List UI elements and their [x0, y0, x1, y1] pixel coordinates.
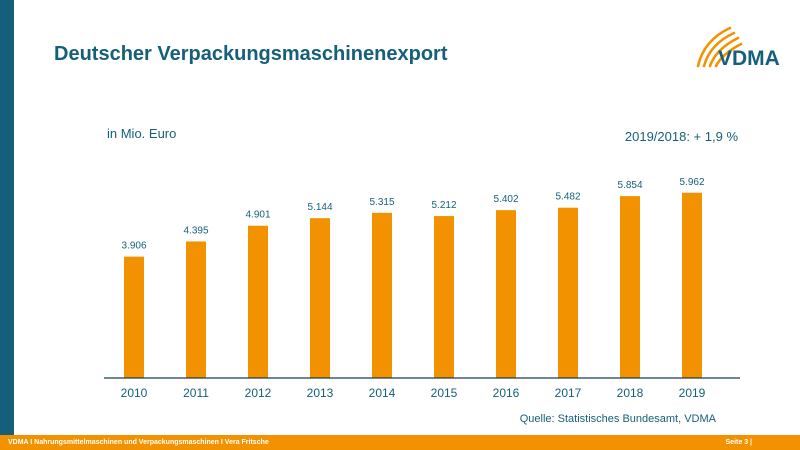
x-tick-2011: 2011 — [183, 386, 209, 400]
x-tick-2015: 2015 — [431, 386, 458, 400]
bar-2016 — [496, 210, 516, 378]
data-label-2019: 5.962 — [679, 177, 704, 188]
bar-2010 — [124, 256, 144, 378]
bar-2017 — [558, 207, 578, 378]
data-label-2011: 4.395 — [183, 225, 208, 236]
logo-arc — [696, 26, 732, 68]
logo-arc — [714, 42, 743, 68]
data-label-2010: 3.906 — [121, 241, 146, 252]
data-label-2018: 5.854 — [617, 180, 642, 191]
data-label-2017: 5.482 — [555, 192, 580, 203]
data-label-2016: 5.402 — [493, 194, 518, 205]
source-note: Quelle: Statistisches Bundesamt, VDMA — [519, 413, 716, 425]
logo-arc — [708, 36, 740, 68]
data-label-2014: 5.315 — [369, 197, 394, 208]
x-tick-2010: 2010 — [121, 386, 148, 400]
x-tick-2017: 2017 — [555, 386, 582, 400]
side-accent-bar — [0, 0, 14, 435]
bar-chart: 3.906 4.395 4.901 5.144 5.315 5.212 5.402 5.482… — [104, 177, 740, 400]
bar-2011 — [186, 241, 206, 378]
x-tick-2013: 2013 — [307, 386, 334, 400]
x-tick-2012: 2012 — [245, 386, 272, 400]
page-number: Seite 3 | — [725, 439, 752, 446]
bar-2014 — [372, 212, 392, 378]
x-tick-2018: 2018 — [617, 386, 644, 400]
data-label-2013: 5.144 — [307, 202, 332, 213]
unit-label: in Mio. Euro — [107, 126, 177, 141]
bar-2015 — [434, 216, 454, 378]
data-label-2015: 5.212 — [431, 200, 456, 211]
ticks-group: 2010 2011 2012 2013 2014 2015 2016 2017 2018 2019 — [121, 386, 706, 400]
vdma-logo-text: VDMA — [718, 47, 780, 70]
labels-group: 3.906 4.395 4.901 5.144 5.315 5.212 5.402 5.482… — [121, 177, 704, 252]
page-title: Deutscher Verpackungsmaschinenexport — [54, 43, 448, 65]
footer-bar: VDMA I Nahrungsmittelmaschinen und Verpa… — [0, 435, 800, 450]
bar-2012 — [248, 225, 268, 378]
logo-arc — [702, 31, 736, 68]
bars-group — [124, 192, 702, 378]
x-tick-2016: 2016 — [493, 386, 520, 400]
bar-2018 — [620, 196, 640, 378]
vdma-logo: VDMA — [696, 26, 780, 70]
change-label: 2019/2018: + 1,9 % — [624, 129, 738, 144]
bar-2013 — [310, 218, 330, 378]
data-label-2012: 4.901 — [245, 210, 270, 221]
bar-2019 — [682, 192, 702, 378]
x-tick-2014: 2014 — [369, 386, 396, 400]
footer-left-text: VDMA I Nahrungsmittelmaschinen und Verpa… — [8, 439, 269, 446]
x-tick-2019: 2019 — [679, 386, 706, 400]
